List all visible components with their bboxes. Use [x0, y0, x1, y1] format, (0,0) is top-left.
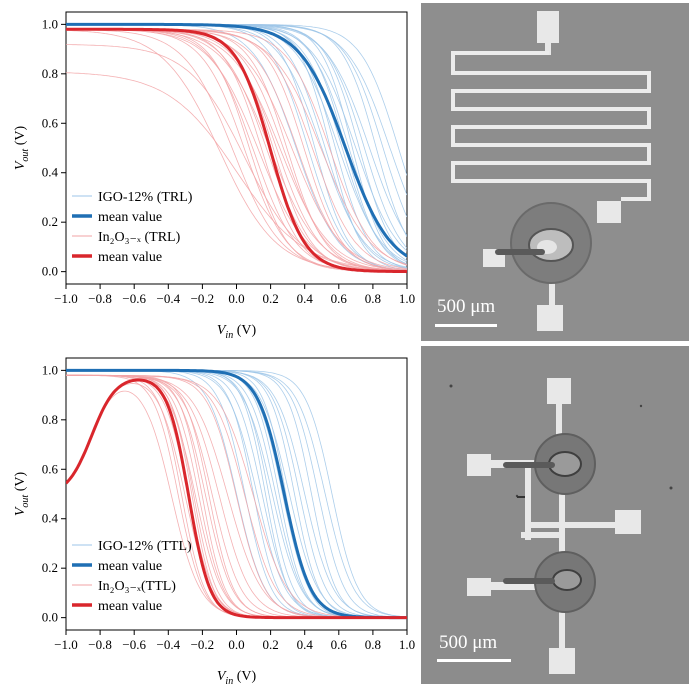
- curves: [66, 368, 407, 620]
- legend-label: IGO-12% (TRL): [98, 190, 193, 205]
- x-tick-label: 1.0: [399, 291, 415, 306]
- micrograph-bottom: 500 μm: [421, 346, 689, 684]
- x-tick-label: −0.4: [157, 291, 181, 306]
- x-tick-label: −0.6: [122, 637, 146, 652]
- legend-label: mean value: [98, 599, 162, 614]
- y-tick-label: 0.4: [42, 511, 59, 526]
- micrograph-bottom-image: [421, 346, 689, 684]
- x-tick-label: 0.0: [228, 291, 244, 306]
- legend-label: In₂O₃₋ₓ (TRL): [98, 230, 181, 245]
- scale-bar: [435, 324, 497, 327]
- chart-top: −1.0 −0.8 −0.6 −0.4 −0.2 0.0 0.2 0.4 0.6 0.8 1.0 0.…: [13, 11, 415, 341]
- x-tick-label: −0.4: [157, 637, 181, 652]
- x-tick-label: −0.6: [122, 291, 146, 306]
- series-line: [66, 44, 407, 272]
- legend: IGO-12% (TTL) mean value In₂O₃₋ₓ(TTL) mean …: [72, 539, 192, 614]
- y-tick-label: 0.8: [42, 66, 58, 81]
- micrograph-top: 500 μm: [421, 3, 689, 341]
- x-tick-label: −0.2: [191, 637, 215, 652]
- series-line: [66, 24, 407, 176]
- y-tick-label: 0.0: [42, 610, 58, 625]
- y-tick-label: 0.0: [42, 264, 58, 279]
- x-tick-label: 0.2: [262, 291, 278, 306]
- scale-label: 500 μm: [437, 296, 496, 317]
- x-tick-label: −1.0: [54, 291, 78, 306]
- mean-line: [66, 22, 407, 258]
- mean-line: [66, 378, 407, 620]
- x-tick-label: −0.2: [191, 291, 215, 306]
- legend: IGO-12% (TRL) mean value In₂O₃₋ₓ (TRL) mean…: [72, 190, 193, 265]
- scale-label: 500 μm: [439, 632, 498, 653]
- chart-bottom: −1.0 −0.8 −0.6 −0.4 −0.2 0.0 0.2 0.4 0.6 0.8 1.0 0.…: [13, 357, 415, 687]
- x-tick-label: 1.0: [399, 637, 415, 652]
- y-tick-label: 0.4: [42, 165, 59, 180]
- y-tick-label: 0.6: [42, 461, 59, 476]
- y-axis-label: Vout (V): [13, 126, 31, 171]
- y-axis-label: Vout (V): [13, 472, 31, 517]
- y-tick-label: 1.0: [42, 16, 58, 31]
- x-tick-label: 0.4: [297, 291, 314, 306]
- x-axis-label: Vin (V): [217, 323, 257, 341]
- legend-label: mean value: [98, 559, 162, 574]
- x-tick-label: 0.2: [262, 637, 278, 652]
- x-tick-label: 0.6: [331, 637, 348, 652]
- legend-label: In₂O₃₋ₓ(TTL): [98, 579, 176, 594]
- mean-line: [66, 27, 407, 274]
- x-axis-label: Vin (V): [217, 669, 257, 687]
- x-tick-label: −0.8: [88, 291, 112, 306]
- mean-line: [66, 368, 407, 620]
- y-tick-label: 0.8: [42, 412, 58, 427]
- curves: [66, 22, 407, 274]
- x-tick-label: 0.4: [297, 637, 314, 652]
- x-tick-label: 0.8: [365, 637, 381, 652]
- series-line: [66, 72, 407, 271]
- y-tick-label: 1.0: [42, 362, 58, 377]
- y-tick-label: 0.2: [42, 214, 58, 229]
- x-tick-label: 0.8: [365, 291, 381, 306]
- y-tick-label: 0.2: [42, 560, 58, 575]
- legend-label: mean value: [98, 250, 162, 265]
- legend-label: IGO-12% (TTL): [98, 539, 192, 554]
- micrograph-top-image: [421, 3, 689, 341]
- x-tick-label: −0.8: [88, 637, 112, 652]
- x-tick-label: 0.6: [331, 291, 348, 306]
- x-tick-label: −1.0: [54, 637, 78, 652]
- legend-label: mean value: [98, 210, 162, 225]
- x-tick-label: 0.0: [228, 637, 244, 652]
- scale-bar: [437, 659, 511, 662]
- y-tick-label: 0.6: [42, 115, 59, 130]
